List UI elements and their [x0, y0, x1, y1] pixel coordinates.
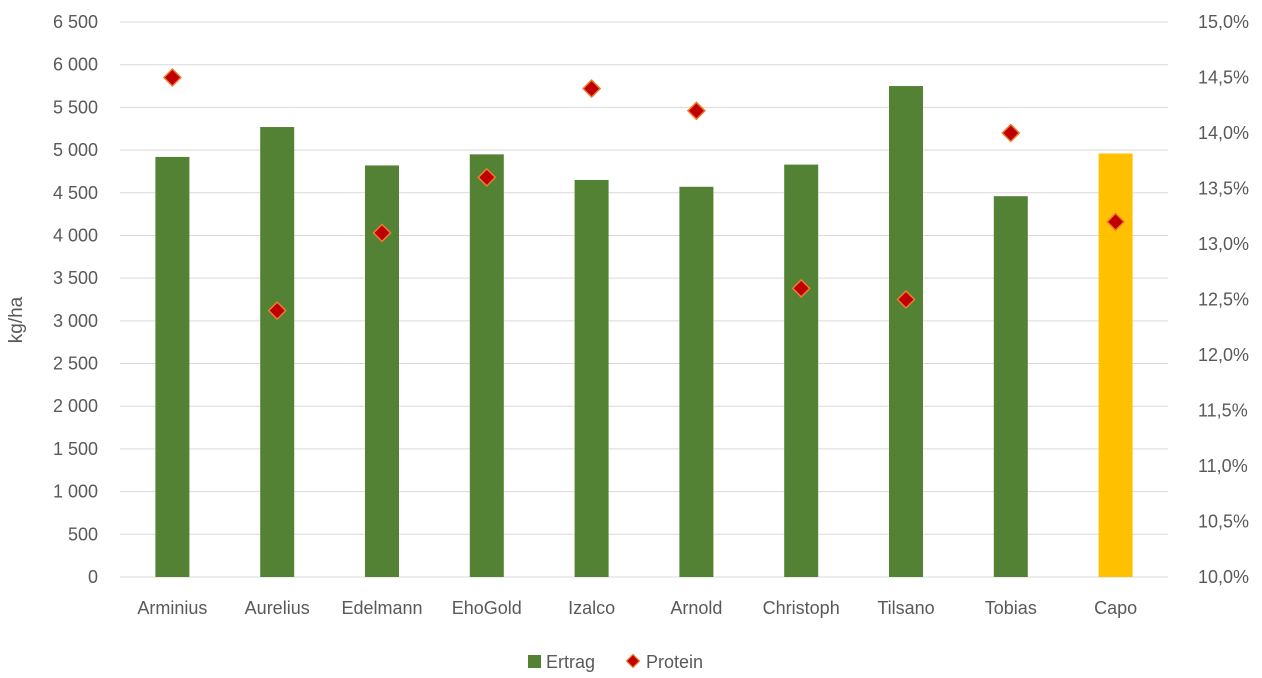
marker-christoph — [791, 278, 811, 298]
bar-arminius — [155, 156, 190, 577]
bar-arnold — [679, 186, 714, 578]
x-tick-label: Izalco — [568, 598, 615, 618]
marker-tilsano — [896, 289, 916, 310]
y2-tick-label: 12,0% — [1198, 345, 1249, 365]
y-tick-label: 1 000 — [53, 482, 98, 502]
y2-tick-label: 10,0% — [1198, 567, 1249, 587]
marker-tobias — [1001, 123, 1021, 143]
legend-ertrag-swatch — [528, 655, 541, 668]
y2-tick-label: 11,0% — [1198, 456, 1248, 476]
x-tick-label: Aurelius — [245, 598, 310, 618]
bar-izalco — [574, 179, 609, 577]
x-tick-label: Arminius — [137, 598, 207, 618]
y-tick-label: 5 500 — [53, 97, 98, 117]
left-axis-ticks: 0 500 1 000 1 500 2 000 2 500 3 000 3 500 4 000 4… — [53, 12, 98, 587]
y2-tick-label: 12,5% — [1198, 290, 1249, 310]
y-tick-label: 6 000 — [53, 55, 98, 75]
legend: Ertrag Protein — [528, 652, 703, 672]
gridlines — [120, 21, 1168, 578]
bar-christoph — [784, 164, 819, 578]
x-tick-label: Edelmann — [341, 598, 422, 618]
bar-tobias — [993, 196, 1028, 577]
y-tick-label: 2 000 — [53, 396, 98, 416]
right-axis-ticks: 10,0% 10,5% 11,0% 11,5% 12,0% 12,5% 13,0% 13,5%… — [1198, 12, 1249, 587]
marker-aurelius — [267, 301, 287, 321]
y2-tick-label: 11,5% — [1198, 401, 1248, 421]
y-tick-label: 0 — [88, 567, 98, 587]
x-tick-label: Tilsano — [877, 598, 934, 618]
bar-ehogold — [469, 154, 504, 577]
y-tick-label: 2 500 — [53, 354, 98, 374]
marker-izalco — [582, 79, 602, 99]
y-tick-label: 5 000 — [53, 140, 98, 160]
y2-tick-label: 13,0% — [1198, 234, 1249, 254]
x-tick-label: Arnold — [670, 598, 722, 618]
protein-markers — [162, 67, 1126, 321]
y-tick-label: 3 500 — [53, 268, 98, 288]
bar-aurelius — [260, 127, 295, 578]
y-tick-label: 3 000 — [53, 311, 98, 331]
y-tick-label: 6 500 — [53, 12, 98, 32]
legend-protein-marker — [625, 653, 641, 669]
marker-arnold — [686, 101, 706, 121]
bar-tilsano — [889, 86, 923, 578]
y-tick-label: 500 — [68, 524, 98, 544]
y-tick-label: 4 000 — [53, 225, 98, 245]
ertrag-bars — [155, 86, 1133, 578]
y-axis-title: kg/ha — [6, 296, 27, 343]
y2-tick-label: 14,0% — [1198, 123, 1249, 143]
legend-ertrag-label: Ertrag — [546, 652, 595, 672]
y-tick-label: 4 500 — [53, 183, 98, 203]
y2-tick-label: 10,5% — [1198, 512, 1249, 532]
x-tick-label: Capo — [1094, 598, 1137, 618]
x-axis-ticks: Arminius Aurelius Edelmann EhoGold Izalco Arn… — [137, 598, 1137, 618]
marker-edelmann — [372, 223, 392, 243]
y-tick-label: 1 500 — [53, 439, 98, 459]
marker-capo — [1106, 212, 1126, 232]
y2-tick-label: 14,5% — [1198, 68, 1249, 88]
marker-ehogold — [477, 167, 497, 187]
x-tick-label: Christoph — [763, 598, 840, 618]
marker-arminius — [162, 67, 182, 88]
x-tick-label: EhoGold — [452, 598, 522, 618]
y2-tick-label: 15,0% — [1198, 12, 1249, 32]
legend-protein-label: Protein — [646, 652, 703, 672]
y2-tick-label: 13,5% — [1198, 179, 1249, 199]
x-tick-label: Tobias — [985, 598, 1037, 618]
